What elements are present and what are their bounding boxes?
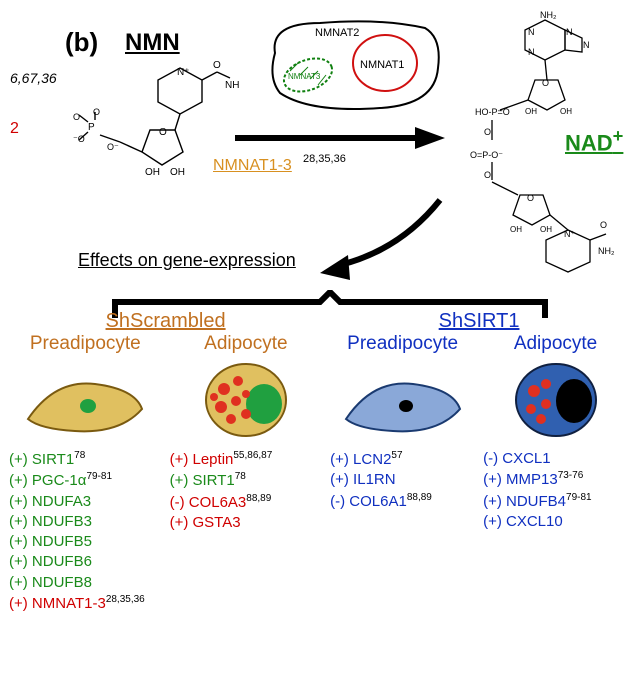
gene-entry: (+) LCN257	[330, 449, 479, 470]
svg-text:O: O	[600, 220, 607, 230]
col-header-sc-adi: Adipocyte	[166, 333, 327, 355]
svg-text:OH: OH	[510, 225, 522, 234]
svg-text:N: N	[583, 40, 590, 50]
gene-list-sc-pre: (+) SIRT178(+) PGC-1α79-81(+) NDUFA3(+) …	[5, 449, 166, 614]
gene-entry: (+) IL1RN	[330, 470, 479, 490]
col-header-s1-adi: Adipocyte	[479, 333, 632, 355]
gene-entry: (+) GSTA3	[170, 513, 327, 533]
col-header-s1-pre: Preadipocyte	[326, 333, 479, 355]
gene-entry: (+) NDUFB479-81	[483, 491, 632, 512]
gene-list-s1-adi: (-) CXCL1(+) MMP1373-76(+) NDUFB479-81(+…	[479, 449, 632, 532]
nad-label: NAD+	[565, 125, 623, 156]
svg-text:OH: OH	[540, 225, 552, 234]
sirt1-title: ShSIRT1	[326, 310, 632, 333]
svg-text:O: O	[484, 170, 491, 180]
svg-text:N⁺: N⁺	[177, 67, 190, 78]
svg-text:O: O	[484, 127, 491, 137]
side-red-number: 2	[10, 120, 19, 138]
svg-text:O: O	[542, 78, 549, 88]
svg-text:O⁻: O⁻	[107, 142, 119, 152]
sirt1-group: ShSIRT1 Preadipocyte (+) LCN257(+) IL1RN…	[326, 310, 632, 614]
gene-entry: (+) Leptin55,86,87	[170, 449, 327, 470]
preadipocyte-cell-icon	[20, 359, 150, 441]
gene-entry: (+) CXCL10	[483, 512, 632, 532]
gene-entry: (+) NDUFB5	[9, 532, 166, 552]
curved-arrow	[310, 195, 450, 285]
svg-text:OH: OH	[525, 107, 537, 116]
enzyme-refs: 28,35,36	[303, 153, 346, 165]
gene-expression-columns: ShScrambled Preadipocyte (+) SIRT178(+) …	[5, 310, 632, 614]
svg-text:N: N	[528, 27, 535, 37]
col-header-sc-pre: Preadipocyte	[5, 333, 166, 355]
side-refs: 6,67,36	[10, 70, 57, 86]
svg-text:O=P-O⁻: O=P-O⁻	[470, 150, 503, 160]
panel-label: (b)	[65, 27, 98, 58]
scrambled-adipocyte-col: Adipocyte (+) Leptin55,86,87(+) SIRT178(…	[166, 333, 327, 614]
sirt1-preadipocyte-col: Preadipocyte (+) LCN257(+) IL1RN(-) COL6…	[326, 333, 479, 532]
scrambled-title: ShScrambled	[5, 310, 326, 333]
nmnat3-label: NMNAT3	[288, 72, 321, 81]
gene-entry: (+) MMP1373-76	[483, 469, 632, 490]
nmnat1-label: NMNAT1	[360, 59, 404, 71]
gene-entry: (-) CXCL1	[483, 449, 632, 469]
nmn-structure: N⁺ O NH₂ O OH OH P O ⁻O O O⁻	[55, 60, 240, 205]
effects-heading: Effects on gene-expression	[78, 250, 296, 271]
svg-text:OH: OH	[145, 167, 160, 178]
gene-entry: (+) NMNAT1-328,35,36	[9, 593, 166, 614]
gene-entry: (+) PGC-1α79-81	[9, 470, 166, 491]
top-reaction-row: (b) NMN 6,67,36 2 N⁺ O NH₂ O OH OH P O ⁻…	[10, 5, 627, 225]
svg-text:N⁺: N⁺	[564, 229, 575, 239]
nad-text: NAD	[565, 130, 613, 155]
svg-text:NH₂: NH₂	[598, 246, 615, 256]
gene-entry: (-) COL6A188,89	[330, 491, 479, 512]
gene-entry: (+) NDUFB6	[9, 552, 166, 572]
svg-text:P: P	[88, 122, 95, 133]
svg-text:NH₂: NH₂	[540, 10, 557, 20]
gene-entry: (+) SIRT178	[170, 470, 327, 491]
gene-entry: (+) NDUFB8	[9, 573, 166, 593]
svg-text:O: O	[93, 107, 100, 117]
svg-text:O: O	[527, 193, 534, 203]
adipocyte-cell-icon	[196, 359, 296, 441]
svg-text:NH₂: NH₂	[225, 80, 240, 91]
gene-entry: (-) COL6A388,89	[170, 492, 327, 513]
gene-list-s1-pre: (+) LCN257(+) IL1RN(-) COL6A188,89	[326, 449, 479, 512]
gene-list-sc-adi: (+) Leptin55,86,87(+) SIRT178(-) COL6A38…	[166, 449, 327, 533]
scrambled-preadipocyte-col: Preadipocyte (+) SIRT178(+) PGC-1α79-81(…	[5, 333, 166, 614]
adipocyte-cell-icon	[506, 359, 606, 441]
enzyme-label: NMNAT1-3	[213, 157, 292, 175]
nmn-label: NMN	[125, 29, 180, 57]
svg-text:O: O	[159, 127, 167, 138]
nmnat2-label: NMNAT2	[315, 27, 359, 39]
gene-entry: (+) NDUFB3	[9, 512, 166, 532]
nad-charge: +	[613, 125, 624, 146]
svg-text:O: O	[73, 112, 80, 122]
gene-entry: (+) NDUFA3	[9, 492, 166, 512]
svg-text:N: N	[566, 27, 573, 37]
reaction-arrow	[230, 123, 445, 153]
svg-text:HO-P=O: HO-P=O	[475, 107, 510, 117]
cell-compartments: NMNAT1 NMNAT2 NMNAT3	[260, 13, 445, 118]
svg-text:⁻O: ⁻O	[73, 134, 85, 144]
svg-text:OH: OH	[170, 167, 185, 178]
gene-entry: (+) SIRT178	[9, 449, 166, 470]
svg-text:N: N	[528, 47, 535, 57]
sirt1-adipocyte-col: Adipocyte (-) CXCL1(+) MMP1373-76(+) NDU…	[479, 333, 632, 532]
scrambled-group: ShScrambled Preadipocyte (+) SIRT178(+) …	[5, 310, 326, 614]
svg-text:OH: OH	[560, 107, 572, 116]
preadipocyte-cell-icon	[338, 359, 468, 441]
svg-text:O: O	[213, 60, 221, 71]
